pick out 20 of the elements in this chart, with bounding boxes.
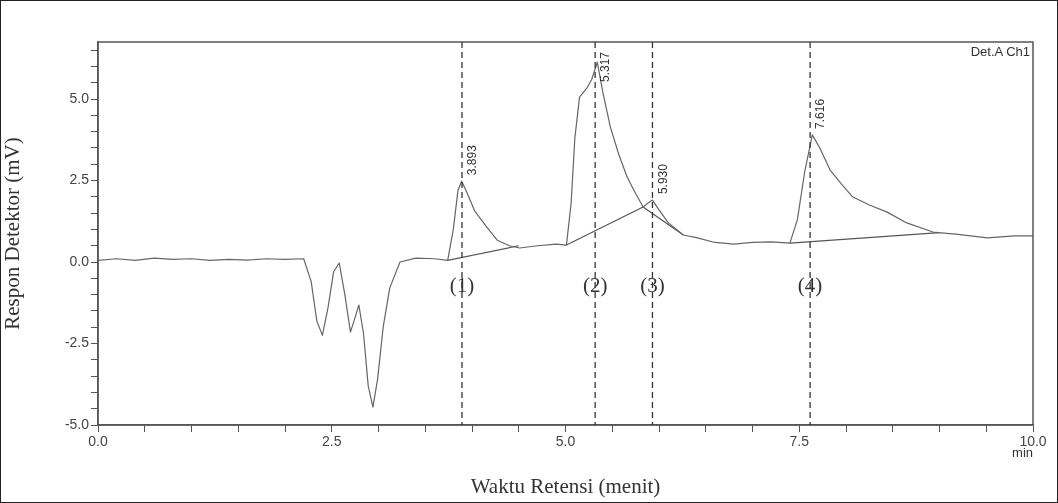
y-tick-label: -2.5: [64, 334, 90, 351]
x-tick-label: 5.0: [555, 433, 576, 450]
annotation: (4): [797, 272, 823, 297]
ref-line-label: 7.616: [813, 98, 828, 129]
annotation: Det.A Ch1: [970, 44, 1030, 60]
y-tick-label: 5.0: [69, 89, 90, 106]
x-axis-title: Waktu Retensi (menit): [470, 473, 661, 498]
ref-line-label: 5.930: [655, 163, 670, 195]
y-tick-label: -5.0: [64, 415, 90, 432]
y-axis-title: Respon Detektor (mV): [0, 137, 25, 330]
y-tick-label: 0.0: [69, 252, 90, 269]
ref-line-label: 3.893: [465, 144, 480, 176]
annotation: (3): [640, 272, 665, 297]
x-tick-label: 0.0: [88, 433, 108, 450]
y-tick-label: 2.5: [69, 171, 90, 188]
annotation: (1): [449, 272, 475, 297]
annotation: (2): [582, 272, 608, 297]
x-tick-label: 7.5: [789, 433, 810, 450]
x-tick-label: 2.5: [322, 433, 342, 450]
ref-line-label: 5.317: [598, 51, 613, 82]
